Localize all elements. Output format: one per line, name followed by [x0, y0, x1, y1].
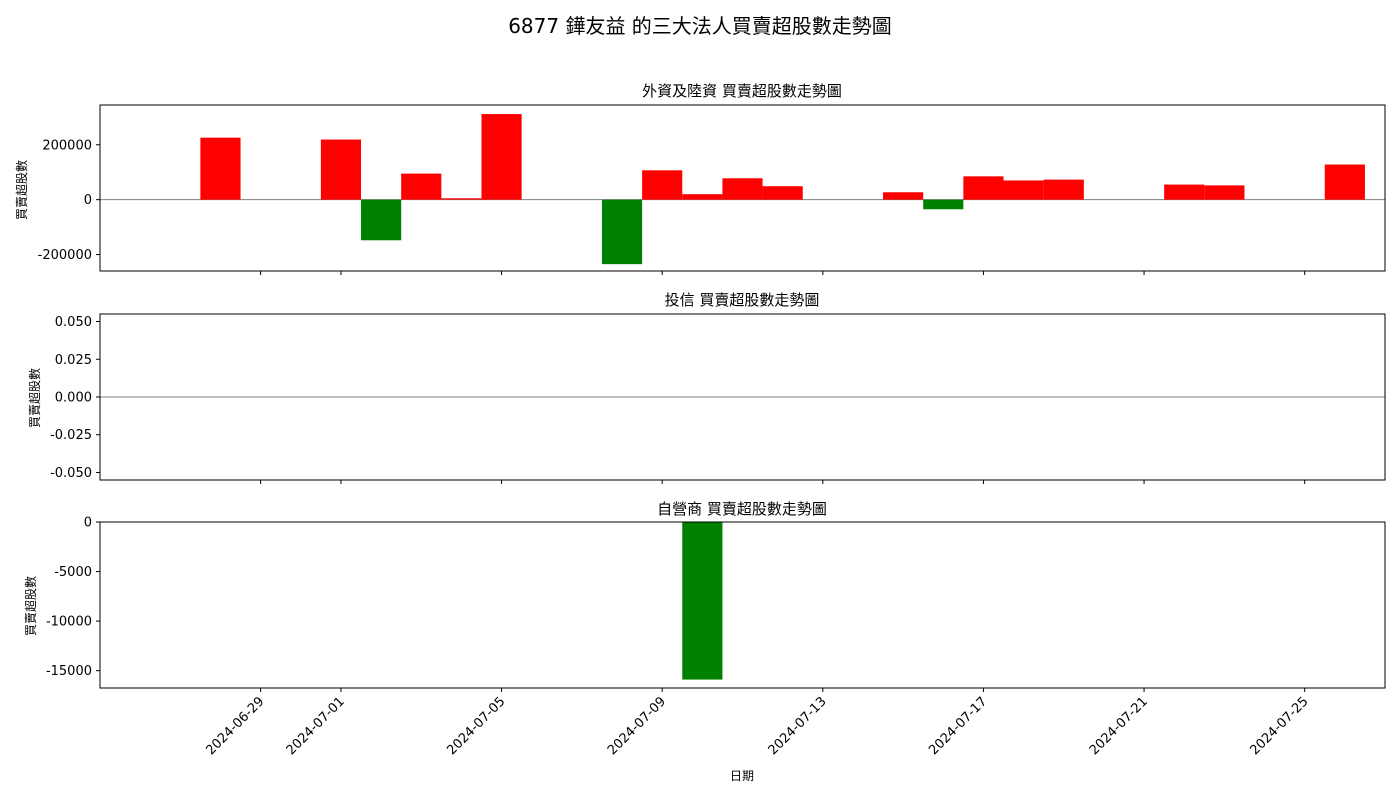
x-tick-label: 2024-06-29: [203, 694, 267, 758]
bar-2024-07-02: [361, 199, 402, 241]
axes-frame: [99, 521, 1386, 689]
y-tick-label: 0.025: [55, 353, 92, 368]
bar-2024-07-05: [481, 114, 522, 200]
bar-2024-07-23: [1204, 185, 1245, 200]
panel-title: 投信 買賣超股數走勢圖: [665, 291, 820, 309]
y-tick-label: 0.050: [55, 315, 92, 330]
y-tick-label: 0: [84, 193, 92, 208]
panel-foreign-investors: 外資及陸資 買賣超股數走勢圖 買賣超股數 -200000 0 200000: [14, 82, 1386, 275]
bar-2024-07-04: [441, 198, 482, 200]
panel-title: 自營商 買賣超股數走勢圖: [657, 500, 827, 518]
axes-frame: [99, 104, 1386, 272]
bar-2024-07-26: [1324, 164, 1365, 200]
x-tick-label: 2024-07-05: [444, 694, 508, 758]
bar-2024-07-12: [762, 186, 803, 200]
plot-area: -0.050 -0.025 0.000 0.025 0.050: [50, 315, 1385, 484]
y-tick-label: -200000: [38, 248, 92, 263]
axes-frame: [99, 313, 1386, 481]
panel-dealers: 自營商 買賣超股數走勢圖 買賣超股數 -15000 -10000 -5000 0: [23, 500, 1386, 692]
y-tick-label: -5000: [54, 565, 92, 580]
bar-2024-07-03: [401, 173, 442, 200]
y-tick-label: -15000: [46, 664, 92, 679]
y-tick-label: 0: [84, 516, 92, 531]
bar-2024-07-18: [1003, 180, 1044, 200]
y-tick-label: 0.000: [55, 391, 92, 406]
x-axis: 2024-06-29 2024-07-01 2024-07-05 2024-07-09…: [203, 694, 1311, 758]
x-tick-label: 2024-07-17: [926, 694, 990, 758]
bar-2024-07-16: [923, 199, 964, 210]
bar-2024-07-19: [1043, 179, 1084, 200]
x-tick-label: 2024-07-25: [1247, 694, 1311, 758]
y-tick-label: -0.025: [50, 428, 92, 443]
bar-2024-07-08: [601, 199, 643, 265]
y-tick-label: 200000: [42, 138, 92, 153]
x-axis-label: 日期: [730, 769, 754, 783]
y-axis-label: 買賣超股數: [27, 368, 42, 428]
y-axis-label: 買賣超股數: [14, 160, 29, 220]
bar-2024-07-11: [722, 178, 763, 200]
y-axis-label: 買賣超股數: [23, 576, 38, 636]
panel-investment-trust: 投信 買賣超股數走勢圖 買賣超股數 -0.050 -0.025 0.000 0.025…: [27, 291, 1386, 484]
x-tick-label: 2024-07-21: [1087, 694, 1151, 758]
figure-title: 6877 鏵友益 的三大法人買賣超股數走勢圖: [508, 14, 892, 38]
bar-2024-07-22: [1164, 184, 1205, 200]
y-tick-label: -0.050: [50, 466, 92, 481]
bar-2024-07-10: [682, 194, 723, 200]
y-tick-label: -10000: [46, 615, 92, 630]
bar-2024-07-01: [320, 139, 362, 200]
bar-2024-07-15: [883, 192, 924, 200]
x-tick-label: 2024-07-09: [605, 694, 669, 758]
bar-2024-06-28: [200, 137, 241, 200]
panel-title: 外資及陸資 買賣超股數走勢圖: [642, 82, 842, 100]
x-tick-label: 2024-07-13: [766, 694, 830, 758]
bar-2024-07-09: [642, 170, 683, 200]
plot-area: -200000 0 200000: [38, 114, 1385, 275]
bar-2024-07-10: [682, 522, 723, 680]
x-tick-label: 2024-07-01: [284, 694, 348, 758]
plot-area: -15000 -10000 -5000 0: [46, 516, 1385, 692]
bar-2024-07-17: [963, 176, 1004, 200]
